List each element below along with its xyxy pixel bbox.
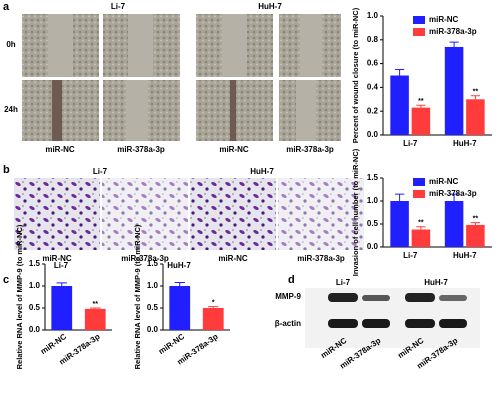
error-bar (449, 41, 459, 47)
y-tick-label: 0.0 (367, 242, 379, 251)
caption: miR-378a-3p (121, 254, 169, 263)
error-bar (208, 306, 219, 308)
error-bar (174, 281, 185, 286)
group-label: Li-7 (336, 278, 351, 287)
y-tick-label: 0.0 (147, 325, 159, 334)
y-axis-label: Relative RNA level of MMP-9 (to miR-NC) (15, 224, 24, 369)
x-tick-label: miR-NC (39, 332, 68, 356)
row-label: 0h (6, 40, 15, 49)
y-tick-label: 1.5 (147, 259, 159, 268)
error-bar (416, 226, 426, 230)
significance: ** (93, 301, 99, 308)
y-tick-label: 0.0 (29, 325, 41, 334)
row-label: β-actin (275, 319, 301, 328)
significance: ** (418, 220, 424, 227)
y-tick-label: 0.8 (367, 35, 379, 44)
bar (51, 286, 73, 330)
significance: ** (473, 89, 479, 96)
y-axis-label: Relative RNA level of MMP-9 (to miR-NC) (133, 224, 142, 369)
legend-label: miR-378a-3p (429, 27, 477, 36)
bar (411, 229, 431, 247)
bar (84, 308, 106, 330)
bar (390, 75, 409, 135)
significance: ** (418, 98, 424, 105)
error-bar (416, 104, 426, 108)
x-tick-label: miR-NC (157, 332, 186, 356)
legend-label: miR-NC (429, 15, 459, 24)
error-bar (394, 69, 405, 76)
legend-label: miR-NC (429, 177, 459, 186)
x-tick-label: HuH-7 (453, 251, 477, 260)
x-tick-label: Li-7 (403, 251, 418, 260)
y-axis-label: Invasion of cell number (to miR-NC) (351, 148, 360, 276)
caption: miR-NC (219, 145, 249, 154)
bar (444, 201, 464, 247)
error-bar (449, 193, 459, 201)
error-bar (90, 307, 101, 309)
error-bar (470, 222, 481, 225)
bar (466, 224, 485, 247)
y-tick-label: 0.5 (29, 303, 41, 312)
panel-label: d (288, 274, 295, 286)
group-label: HuH-7 (258, 2, 282, 11)
caption: miR-NC (45, 145, 75, 154)
y-tick-label: 0.5 (367, 219, 379, 228)
error-bar (394, 193, 405, 201)
y-tick-label: 0.6 (367, 59, 379, 68)
legend-swatch (413, 28, 425, 36)
chart-title: Li-7 (54, 261, 69, 270)
y-tick-label: 0.4 (367, 83, 379, 92)
legend-swatch (413, 190, 425, 198)
row-label: 24h (4, 105, 18, 114)
caption: miR-378a-3p (297, 254, 345, 263)
panel-a-images (22, 14, 341, 141)
panel-b-images (14, 178, 364, 250)
y-tick-label: 1.5 (367, 173, 379, 182)
group-label: HuH-7 (250, 167, 274, 176)
y-tick-label: 1.0 (367, 11, 379, 20)
y-tick-label: 1.0 (29, 281, 41, 290)
significance: * (212, 300, 215, 307)
caption: miR-NC (42, 254, 72, 263)
caption: miR-378a-3p (117, 145, 165, 154)
panel-label: a (3, 1, 10, 13)
row-label: MMP-9 (275, 292, 301, 301)
y-tick-label: 1.0 (147, 281, 159, 290)
y-tick-label: 0.5 (147, 303, 159, 312)
bar (169, 286, 191, 330)
caption: miR-NC (218, 254, 248, 263)
y-axis-label: Percent of wound closure (to miR-NC) (351, 7, 360, 143)
chart-title: HuH-7 (167, 261, 191, 270)
bar (411, 107, 431, 135)
bar (390, 201, 409, 247)
x-tick-label: Li-7 (403, 139, 418, 148)
legend-swatch (413, 16, 425, 24)
panel-label: b (3, 164, 10, 176)
error-bar (56, 282, 67, 286)
group-label: HuH-7 (424, 278, 448, 287)
error-bar (470, 95, 481, 100)
group-label: Li-7 (93, 167, 108, 176)
group-label: Li-7 (111, 2, 126, 11)
x-tick-label: HuH-7 (453, 139, 477, 148)
significance: ** (473, 215, 479, 222)
y-tick-label: 0.0 (367, 130, 379, 139)
y-tick-label: 0.2 (367, 106, 379, 115)
bar (202, 308, 224, 330)
y-tick-label: 1.0 (367, 196, 379, 205)
caption: miR-378a-3p (286, 145, 334, 154)
y-tick-label: 1.5 (29, 259, 41, 268)
bar (466, 99, 485, 135)
panel-label: c (3, 274, 9, 286)
legend-swatch (413, 178, 425, 186)
bar (444, 46, 464, 135)
legend-label: miR-378a-3p (429, 189, 477, 198)
western-blot (305, 288, 480, 348)
